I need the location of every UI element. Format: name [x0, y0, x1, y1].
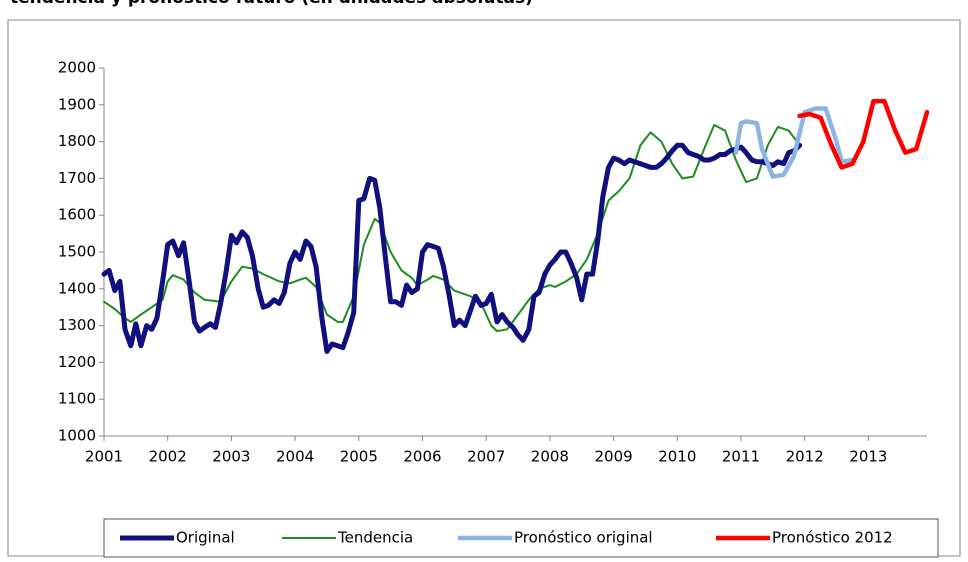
- x-tick-label: 2012: [786, 448, 824, 466]
- x-tick-label: 2004: [276, 448, 314, 466]
- x-tick-label: 2011: [722, 448, 760, 466]
- chart-frame: [7, 19, 961, 557]
- legend-box: [103, 518, 939, 558]
- y-tick-label: 2000: [58, 59, 96, 77]
- x-tick-label: 2009: [595, 448, 633, 466]
- y-tick-label: 1700: [58, 169, 96, 187]
- series-line: [101, 142, 803, 354]
- x-tick-label: 2003: [212, 448, 250, 466]
- x-tick-label: 2005: [340, 448, 378, 466]
- legend-label: Original: [176, 529, 235, 547]
- x-tick-label: 2008: [531, 448, 569, 466]
- y-tick-label: 1800: [58, 132, 96, 150]
- y-tick-label: 1200: [58, 353, 96, 371]
- x-tick-label: 2002: [149, 448, 187, 466]
- x-tick-label: 2006: [403, 448, 441, 466]
- y-tick-label: 1600: [58, 206, 96, 224]
- series-line: [103, 124, 801, 333]
- legend-label: Tendencia: [337, 529, 413, 547]
- legend-label: Pronóstico 2012: [772, 529, 893, 547]
- series-line: [733, 106, 855, 179]
- y-tick-label: 1500: [58, 243, 96, 261]
- chart-title: tendencia y pronóstico futuro (en unidad…: [10, 0, 533, 8]
- y-tick-label: 1100: [58, 390, 96, 408]
- y-tick-label: 1400: [58, 279, 96, 297]
- series-line: [797, 98, 930, 170]
- legend-label: Pronóstico original: [514, 529, 653, 547]
- y-tick-label: 1000: [58, 427, 96, 445]
- x-tick-label: 2001: [85, 448, 123, 466]
- x-tick-label: 2010: [658, 448, 696, 466]
- x-tick-label: 2013: [849, 448, 887, 466]
- y-tick-label: 1900: [58, 95, 96, 113]
- y-tick-label: 1300: [58, 316, 96, 334]
- x-tick-label: 2007: [467, 448, 505, 466]
